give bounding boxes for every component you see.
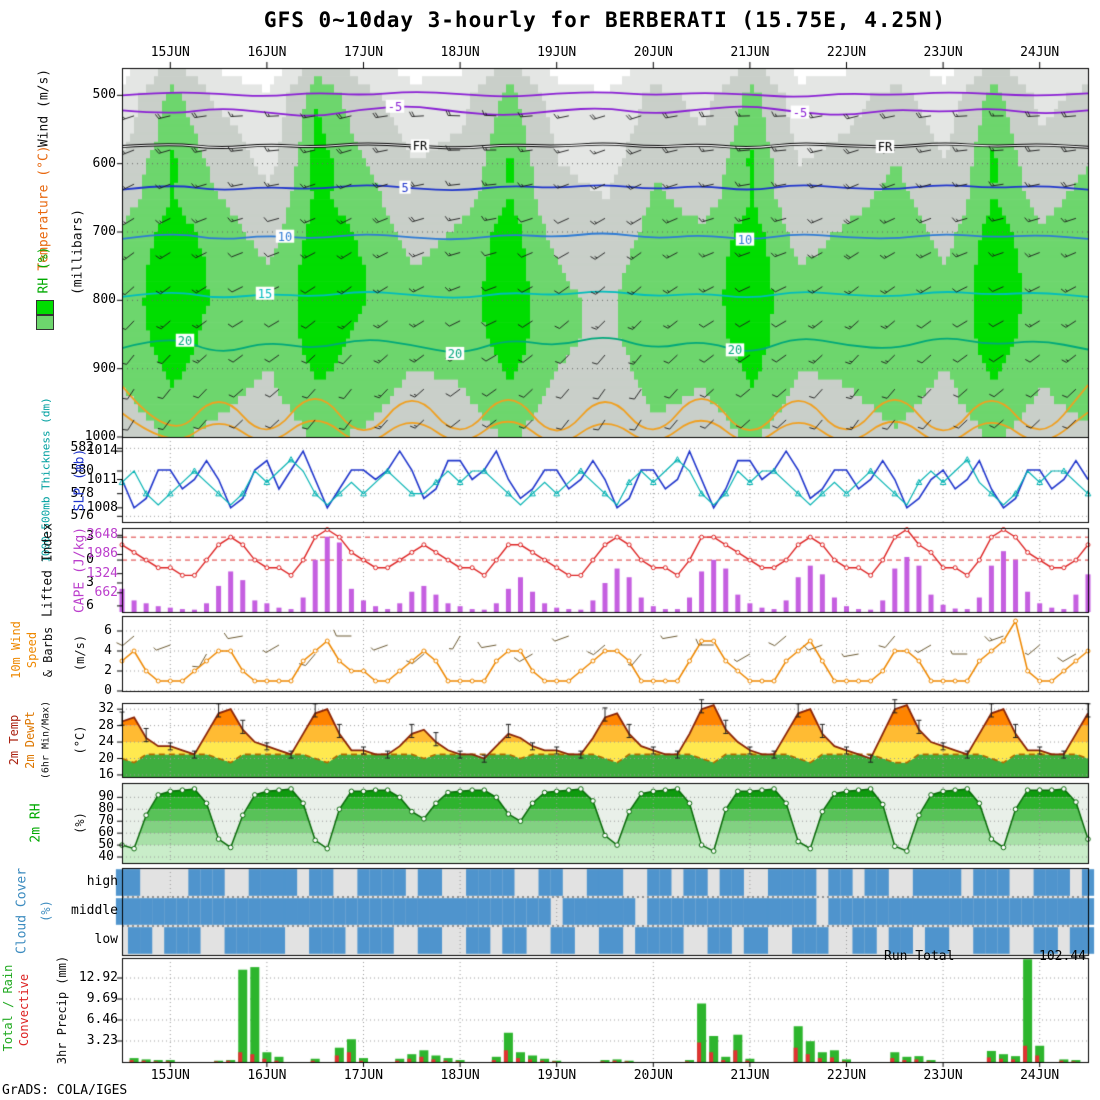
tick-label: 50 bbox=[98, 837, 114, 853]
grads-credit: GrADS: COLA/IGES bbox=[2, 1083, 128, 1098]
date-label-top: 18JUN bbox=[440, 45, 480, 60]
date-label-top: 16JUN bbox=[247, 45, 287, 60]
tick-label: 70 bbox=[98, 813, 114, 829]
axis-label-minmax: (6hr Min/Max) bbox=[40, 700, 52, 780]
tick-label: 600 bbox=[92, 155, 116, 171]
tick-label: 40 bbox=[98, 849, 114, 865]
tick-label: 32 bbox=[98, 701, 114, 717]
tick-label: 60 bbox=[98, 825, 114, 841]
tick-label: low bbox=[94, 932, 118, 947]
tick-label: 800 bbox=[92, 292, 116, 308]
axis-label-wind10m-barbs: & Barbs bbox=[41, 626, 55, 678]
date-label-top: 19JUN bbox=[537, 45, 577, 60]
tick-label: 90 bbox=[98, 789, 114, 805]
date-label-bottom: 19JUN bbox=[537, 1068, 577, 1083]
axis-label-cloud-units: (%) bbox=[39, 900, 53, 922]
tick-label: 2648 bbox=[86, 527, 118, 543]
tick-label: middle bbox=[71, 903, 118, 918]
tick-label: 700 bbox=[92, 224, 116, 239]
axis-label-wind10m-units: (m/s) bbox=[73, 634, 87, 672]
date-label-top: 15JUN bbox=[150, 45, 190, 60]
tick-label: 900 bbox=[92, 360, 116, 376]
tick-label: 80 bbox=[98, 801, 114, 817]
axis-label-dewpt2m: 2m DewPt bbox=[23, 711, 37, 769]
tick-label: 6 bbox=[104, 623, 112, 638]
tick-label: 1014 bbox=[86, 443, 118, 459]
tick-label: 20 bbox=[98, 750, 114, 766]
date-label-bottom: 17JUN bbox=[343, 1068, 384, 1083]
axis-label-wind-units: Wind (m/s) bbox=[36, 68, 52, 148]
tick-label: 3 bbox=[86, 574, 94, 590]
date-label-bottom: 20JUN bbox=[633, 1068, 673, 1083]
axis-label-precip-axis: 3hr Precip (mm) bbox=[55, 955, 69, 1065]
rh-legend-swatch-medium bbox=[36, 315, 54, 330]
axis-label-wind10m-line1: 10m Wind bbox=[9, 621, 23, 679]
run-total-label: Run Total bbox=[884, 949, 955, 964]
date-label-bottom: 24JUN bbox=[1020, 1068, 1060, 1083]
rh-legend-swatch-bright bbox=[36, 300, 54, 315]
tick-label: high bbox=[86, 874, 118, 889]
tick-label: 1008 bbox=[86, 499, 118, 515]
axis-label-temp2m-units: (°C) bbox=[73, 725, 87, 755]
tick-label: 9.69 bbox=[86, 991, 118, 1006]
tick-label: 662 bbox=[94, 584, 118, 600]
axis-label-rh2m: 2m RH bbox=[28, 803, 44, 843]
axis-label-cloud: Cloud Cover bbox=[14, 867, 30, 955]
tick-label: 1000 bbox=[84, 429, 116, 444]
tick-label: 576 bbox=[70, 508, 94, 524]
tick-label: 0 bbox=[86, 552, 94, 568]
tick-label: 4 bbox=[104, 643, 112, 658]
date-label-bottom: 15JUN bbox=[150, 1068, 190, 1083]
date-label-bottom: 23JUN bbox=[923, 1068, 963, 1083]
tick-label: 1011 bbox=[86, 471, 118, 487]
date-label-bottom: 22JUN bbox=[826, 1068, 867, 1083]
tick-label: 6.46 bbox=[86, 1012, 118, 1027]
date-label-top: 23JUN bbox=[923, 45, 963, 60]
tick-label: 28 bbox=[98, 717, 114, 733]
run-total: Run Total 102.44 bbox=[884, 949, 1086, 964]
axis-label-cape: CAPE (J/kg) bbox=[72, 526, 88, 614]
tick-label: 580 bbox=[70, 463, 94, 478]
tick-label: 0 bbox=[104, 683, 112, 698]
tick-label: -3 bbox=[78, 529, 94, 545]
date-label-bottom: 16JUN bbox=[247, 1068, 287, 1083]
tick-label: 16 bbox=[98, 766, 114, 782]
date-label-top: 20JUN bbox=[633, 45, 673, 60]
date-label-bottom: 18JUN bbox=[440, 1068, 480, 1083]
axis-label-lifted-index: Lifted Index bbox=[40, 523, 56, 617]
tick-label: 500 bbox=[92, 87, 116, 103]
tick-label: 24 bbox=[98, 734, 114, 750]
tick-label: 1324 bbox=[86, 565, 118, 581]
tick-label: 1986 bbox=[86, 546, 118, 562]
tick-label: 578 bbox=[70, 485, 94, 501]
axis-label-wind10m-line2: Speed bbox=[25, 631, 39, 669]
axis-label-millibars: (millibars) bbox=[70, 208, 86, 296]
axis-label-slp: SLP (mb) bbox=[72, 448, 88, 512]
date-label-bottom: 21JUN bbox=[730, 1068, 770, 1083]
tick-label: 12.92 bbox=[78, 970, 118, 986]
tick-label: 582 bbox=[70, 440, 94, 456]
axis-label-temp2m: 2m Temp bbox=[7, 714, 21, 766]
date-label-top: 17JUN bbox=[343, 45, 384, 60]
run-total-value: 102.44 bbox=[1039, 949, 1086, 964]
axis-label-precip-total: Total / Rain bbox=[1, 964, 15, 1052]
page-title: GFS 0~10day 3-hourly for BERBERATI (15.7… bbox=[263, 8, 947, 32]
date-label-top: 24JUN bbox=[1020, 45, 1060, 60]
axis-label-precip-conv: Convective bbox=[17, 973, 31, 1047]
tick-label: 6 bbox=[86, 597, 94, 613]
date-label-top: 22JUN bbox=[826, 45, 867, 60]
axis-label-rh: RH (%) bbox=[36, 246, 52, 294]
axis-label-rh2m-units: (%) bbox=[73, 812, 87, 834]
tick-label: 2 bbox=[104, 663, 112, 678]
tick-label: 3.23 bbox=[86, 1033, 118, 1048]
date-label-top: 21JUN bbox=[730, 45, 770, 60]
